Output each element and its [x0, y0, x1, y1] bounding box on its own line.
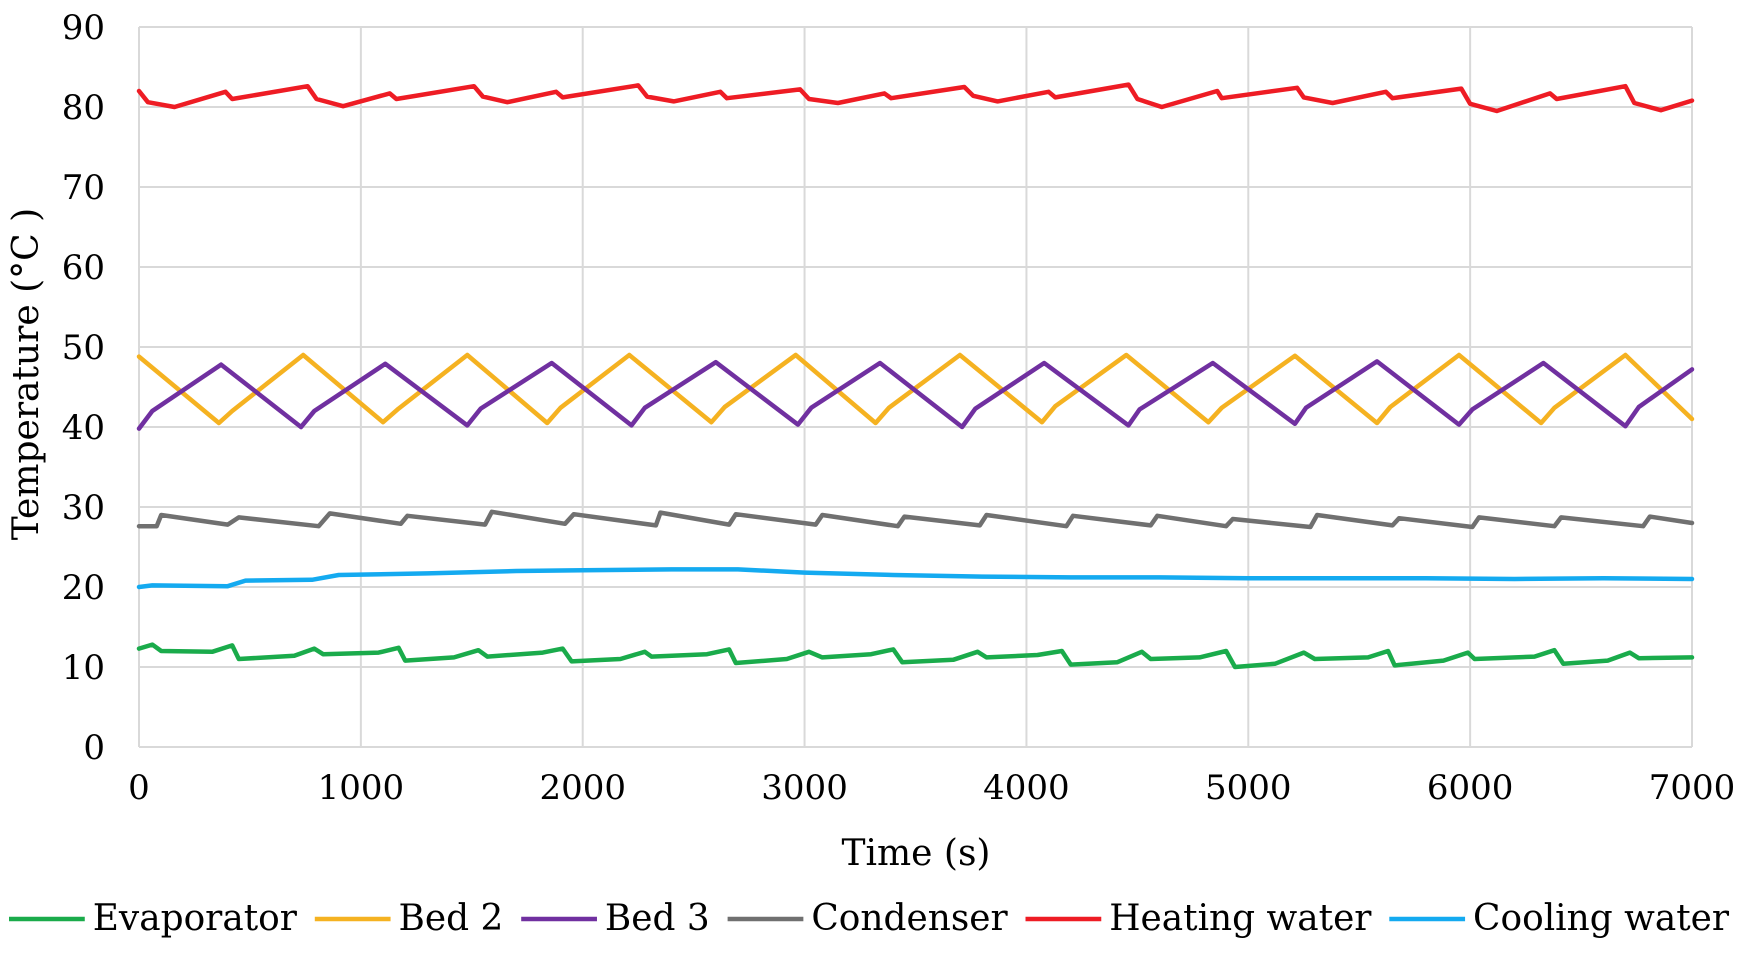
legend-label: Evaporator	[93, 898, 298, 939]
y-tick-label: 30	[62, 488, 105, 528]
x-tick-label: 5000	[1205, 768, 1292, 808]
x-tick-label: 1000	[318, 768, 405, 808]
x-tick-label: 0	[128, 768, 150, 808]
y-tick-label: 40	[62, 408, 105, 448]
legend-label: Bed 2	[399, 898, 504, 939]
y-tick-labels: 0 10 20 30 40 50 60 70 80 90	[62, 8, 105, 768]
series-line-heating-water	[136, 82, 1695, 114]
series-line-bed-3	[136, 359, 1695, 431]
legend-item-cooling-water: Cooling water	[1389, 898, 1730, 939]
y-tick-label: 50	[62, 328, 105, 368]
legend-label: Cooling water	[1473, 898, 1730, 939]
legend-label: Bed 3	[605, 898, 710, 939]
legend-item-bed-2: Bed 2	[314, 898, 504, 939]
legend-item-bed-3: Bed 3	[521, 898, 710, 939]
legend-item-condenser: Condenser	[727, 898, 1008, 939]
y-tick-label: 0	[83, 728, 105, 768]
series-line-evaporator	[136, 642, 1695, 670]
x-tick-labels: 0 1000 2000 3000 4000 5000 6000 7000	[128, 768, 1735, 808]
x-tick-label: 7000	[1649, 768, 1736, 808]
y-tick-label: 90	[62, 8, 105, 48]
series-lines	[136, 82, 1695, 670]
y-axis-title: Temperature (°C )	[6, 208, 47, 540]
x-tick-label: 6000	[1427, 768, 1514, 808]
x-tick-label: 3000	[761, 768, 848, 808]
y-tick-label: 20	[62, 568, 105, 608]
y-tick-label: 60	[62, 248, 105, 288]
series-line-condenser	[136, 509, 1695, 530]
legend: Evaporator Bed 2 Bed 3 Condenser Heating wat…	[9, 898, 1730, 939]
legend-label: Heating water	[1109, 898, 1372, 939]
x-axis-title: Time (s)	[842, 833, 991, 874]
y-tick-label: 10	[62, 648, 105, 688]
legend-item-heating-water: Heating water	[1025, 898, 1372, 939]
y-tick-label: 70	[62, 168, 105, 208]
y-tick-label: 80	[62, 88, 105, 128]
legend-label: Condenser	[811, 898, 1008, 939]
series-line-cooling-water	[136, 567, 1695, 590]
legend-item-evaporator: Evaporator	[9, 898, 298, 939]
x-tick-label: 2000	[539, 768, 626, 808]
x-tick-label: 4000	[983, 768, 1070, 808]
